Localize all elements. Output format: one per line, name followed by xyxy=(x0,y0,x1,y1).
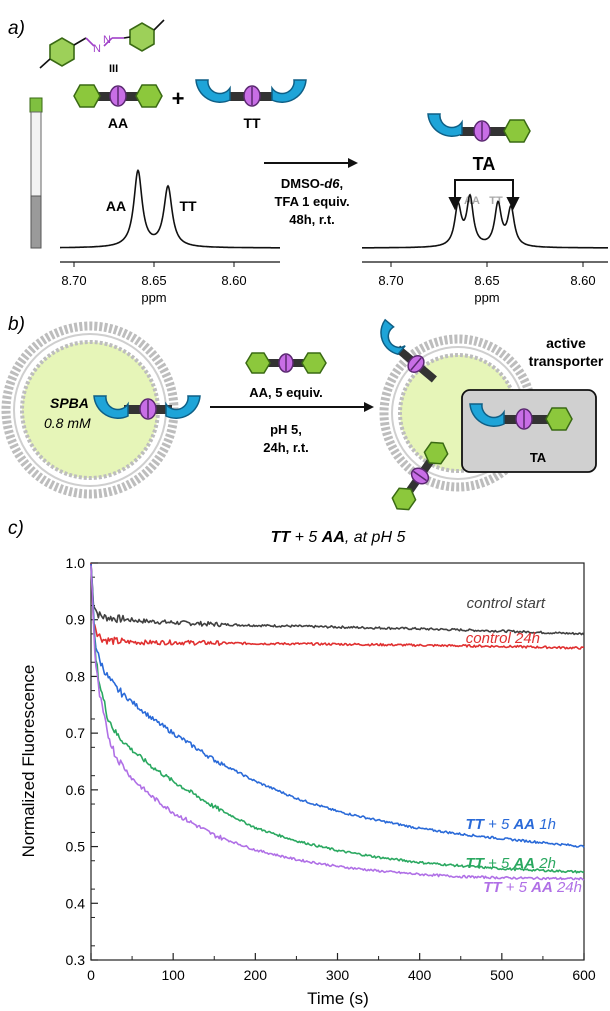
y-tick-label-7: 1.0 xyxy=(66,555,86,571)
reagent-label: AA, 5 equiv. xyxy=(249,385,322,400)
panel-b-label: b) xyxy=(8,314,25,335)
panel-c-label: c) xyxy=(8,518,24,539)
series-line-tt-aa-2h xyxy=(90,566,585,874)
condition-b-line2: 24h, r.t. xyxy=(263,440,309,455)
ta-in-membrane xyxy=(469,403,573,431)
x-tick-label-3: 300 xyxy=(326,967,350,983)
y-tick-label-1: 0.4 xyxy=(66,895,86,911)
ta-box-label: TA xyxy=(530,450,547,465)
y-tick-label-3: 0.6 xyxy=(66,782,86,798)
right-tick-0: 8.70 xyxy=(378,273,403,288)
x-tick-label-1: 100 xyxy=(161,967,185,983)
aa-cartoon xyxy=(73,84,163,108)
vesicle-name: SPBA xyxy=(50,395,89,411)
tt-in-membrane xyxy=(93,395,201,420)
x-tick-label-5: 500 xyxy=(490,967,514,983)
aa-label: AA xyxy=(108,115,128,131)
fluorescence-chart: 0.3 0.4 0.5 0.6 0.7 0.8 0.9 1.0 0 100 200 300 400 500… xyxy=(66,555,596,983)
plot-frame xyxy=(90,562,585,961)
right-tick-1: 8.65 xyxy=(474,273,499,288)
azine-n1: N xyxy=(93,43,101,55)
active-label-line1: active xyxy=(546,335,586,351)
series-label-control-start: control start xyxy=(467,595,546,612)
spectrum-right xyxy=(362,193,608,267)
active-label-line2: transporter xyxy=(529,353,604,369)
spectrum-left-tt-label: TT xyxy=(179,198,197,214)
left-tick-0: 8.70 xyxy=(61,273,86,288)
left-xlabel: ppm xyxy=(141,290,166,305)
series-line-tt-aa-1h xyxy=(90,563,585,848)
series-line-control-start xyxy=(90,563,585,636)
spectrum-left-aa-label: AA xyxy=(106,198,126,214)
series-label-24h: TT + 5 AA 24h xyxy=(483,879,582,896)
tt-released xyxy=(380,318,437,383)
condition-a-line3: 48h, r.t. xyxy=(289,212,335,227)
series-label-control-24h: control 24h xyxy=(466,630,540,647)
y-tick-label-6: 0.9 xyxy=(66,612,86,628)
series-label-1h: TT + 5 AA 1h xyxy=(466,816,556,833)
x-tick-label-0: 0 xyxy=(87,967,95,983)
left-tick-1: 8.65 xyxy=(141,273,166,288)
y-tick-label-5: 0.8 xyxy=(66,668,86,684)
x-tick-label-2: 200 xyxy=(244,967,268,983)
condition-a-line2: TFA 1 equiv. xyxy=(274,194,349,209)
series-line-tt-aa-24h xyxy=(90,565,585,881)
x-tick-label-4: 400 xyxy=(408,967,432,983)
equiv-mark: III xyxy=(109,63,118,75)
condition-b-line1: pH 5, xyxy=(270,422,302,437)
tt-cartoon xyxy=(195,79,307,107)
plus-sign: + xyxy=(172,86,185,111)
exchange-bracket xyxy=(448,179,520,211)
right-xlabel: ppm xyxy=(474,290,499,305)
ta-label: TA xyxy=(473,154,496,174)
y-axis-label: Normalized Fluorescence xyxy=(19,665,38,858)
y-tick-label-2: 0.5 xyxy=(66,839,86,855)
series-line-control-24h xyxy=(90,563,585,650)
aa-reagent-cartoon xyxy=(245,352,327,374)
right-tick-2: 8.60 xyxy=(570,273,595,288)
chart-title: TT + 5 AA, at pH 5 xyxy=(271,529,406,546)
condition-a-line1: DMSO-d6, xyxy=(281,176,343,191)
y-tick-label-4: 0.7 xyxy=(66,725,86,741)
x-tick-label-6: 600 xyxy=(572,967,596,983)
azine-n2: N xyxy=(103,34,111,46)
y-tick-label-0: 0.3 xyxy=(66,952,86,968)
panel-a-label: a) xyxy=(8,18,25,39)
x-axis-label: Time (s) xyxy=(307,989,369,1008)
aa-released xyxy=(391,441,449,511)
nmr-tube-icon xyxy=(29,97,43,249)
vesicle-left xyxy=(1,321,179,499)
series-label-2h: TT + 5 AA 2h xyxy=(466,855,556,872)
tt-label: TT xyxy=(243,115,261,131)
ta-cartoon xyxy=(427,113,531,143)
vesicle-concentration: 0.8 mM xyxy=(44,415,91,431)
spectrum-left xyxy=(60,168,280,267)
left-tick-2: 8.60 xyxy=(221,273,246,288)
azine-structure xyxy=(39,19,165,69)
